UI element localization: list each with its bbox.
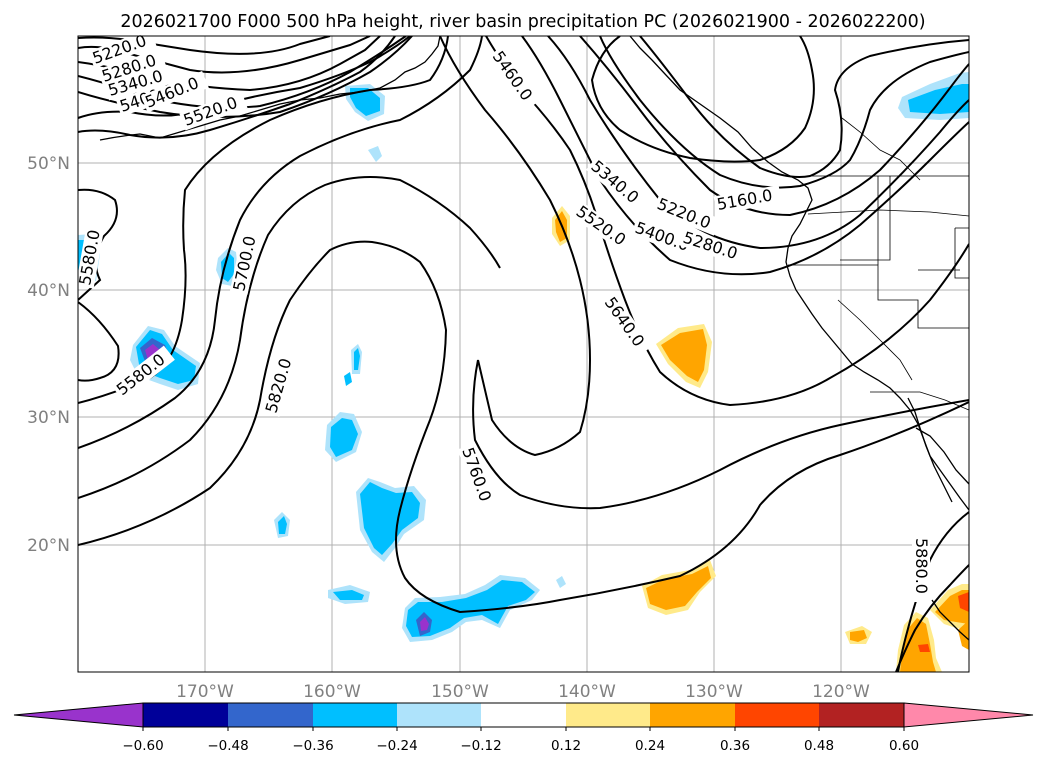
map-panel: 5220.0 5280.0 5340.0 5400.0 5460.0 5520.… — [75, 28, 970, 673]
colorbar-tick-label: 0.60 — [889, 738, 919, 754]
colorbar-extend-low — [13, 702, 144, 728]
colorbar: −0.60 −0.48 −0.36 −0.24 −0.12 0.12 0.24 … — [13, 702, 1034, 754]
colorbar-tick-label: −0.36 — [292, 738, 333, 754]
political-borders — [788, 117, 969, 411]
positive-precip-pc-areas — [552, 206, 969, 672]
coastlines — [99, 36, 969, 641]
contour-label: 5880.0 — [912, 538, 931, 594]
colorbar-segment — [397, 703, 481, 727]
colorbar-tick-label: 0.48 — [804, 738, 834, 754]
colorbar-tick-label: −0.12 — [460, 738, 501, 754]
lon-label-130w: 130°W — [685, 682, 743, 702]
lon-label-120w: 120°W — [812, 682, 870, 702]
colorbar-tick-label: −0.60 — [122, 738, 163, 754]
colorbar-frame — [142, 702, 905, 728]
chart-title: 2026021700 F000 500 hPa height, river ba… — [120, 12, 925, 32]
colorbar-segment — [313, 703, 397, 727]
colorbar-tick-label: 0.36 — [720, 738, 750, 754]
height-contours — [78, 36, 969, 672]
colorbar-tick-label: −0.24 — [376, 738, 417, 754]
lon-label-170w: 170°W — [176, 682, 234, 702]
colorbar-extend-high — [903, 702, 1034, 728]
lat-label-40n: 40°N — [27, 281, 70, 301]
colorbar-segment — [481, 703, 566, 727]
lon-label-150w: 150°W — [431, 682, 489, 702]
lat-label-30n: 30°N — [27, 408, 70, 428]
colorbar-segment — [650, 703, 735, 727]
map-frame — [77, 35, 970, 673]
colorbar-tick-label: −0.48 — [207, 738, 248, 754]
colorbar-tick-label: 0.12 — [551, 738, 581, 754]
colorbar-segment — [566, 703, 650, 727]
lat-label-20n: 20°N — [27, 536, 70, 556]
lon-label-160w: 160°W — [303, 682, 361, 702]
colorbar-segment — [143, 703, 228, 727]
colorbar-ticks — [142, 727, 905, 731]
colorbar-segment — [819, 703, 904, 727]
colorbar-segment — [735, 703, 819, 727]
lon-label-140w: 140°W — [558, 682, 616, 702]
colorbar-tick-labels: −0.60 −0.48 −0.36 −0.24 −0.12 0.12 0.24 … — [122, 738, 919, 754]
colorbar-tick-label: 0.24 — [635, 738, 665, 754]
colorbar-segment — [228, 703, 313, 727]
longitude-labels: 170°W 160°W 150°W 140°W 130°W 120°W — [176, 682, 870, 702]
latitude-labels: 50°N 40°N 30°N 20°N — [27, 154, 70, 556]
lat-label-50n: 50°N — [27, 154, 70, 174]
